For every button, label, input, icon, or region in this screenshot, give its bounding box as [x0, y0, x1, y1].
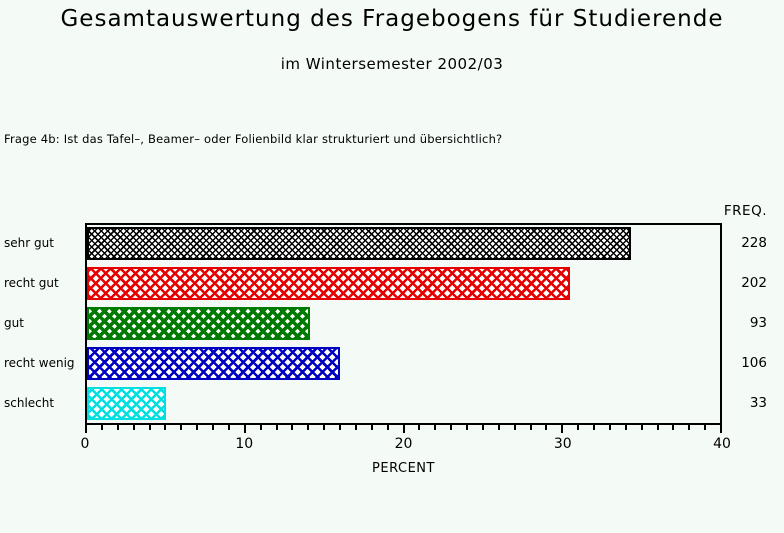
x-minor-tick-29 [545, 425, 548, 430]
x-minor-tick-16 [339, 425, 341, 430]
x-major-tick-40 [720, 425, 722, 433]
freq-value-gut: 93 [749, 315, 767, 331]
x-minor-tick-25 [481, 425, 484, 430]
plot-area-frame [85, 223, 722, 425]
x-major-tick-20 [402, 425, 405, 433]
bar-gut [87, 307, 310, 340]
category-label-gut: gut [4, 316, 24, 330]
x-minor-tick-37 [672, 425, 675, 430]
category-label-recht-wenig: recht wenig [4, 356, 75, 370]
x-minor-tick-14 [307, 425, 310, 430]
chart-subtitle: im Wintersemester 2002/03 [280, 55, 504, 73]
x-minor-tick-17 [354, 425, 357, 430]
chart-title: Gesamtauswertung des Fragebogens für Stu… [60, 6, 724, 32]
category-label-sehr-gut: sehr gut [4, 236, 54, 250]
x-minor-tick-22 [434, 425, 437, 430]
x-minor-tick-9 [227, 425, 230, 430]
x-minor-tick-28 [529, 425, 532, 430]
x-minor-tick-5 [164, 425, 167, 430]
x-tick-label-40: 40 [713, 436, 731, 452]
x-minor-tick-36 [656, 425, 659, 430]
x-minor-tick-8 [212, 425, 214, 430]
x-minor-tick-4 [148, 425, 151, 430]
x-major-tick-30 [561, 425, 564, 433]
x-minor-tick-35 [640, 425, 643, 430]
x-minor-tick-32 [593, 425, 595, 430]
x-minor-tick-34 [624, 425, 627, 430]
x-minor-tick-26 [497, 425, 500, 430]
x-major-tick-0 [85, 425, 87, 433]
x-tick-label-0: 0 [80, 436, 90, 452]
x-minor-tick-3 [132, 425, 135, 430]
x-tick-label-30: 30 [553, 436, 572, 452]
x-minor-tick-11 [259, 425, 262, 430]
freq-value-recht-wenig: 106 [741, 355, 767, 371]
x-minor-tick-33 [608, 425, 611, 430]
x-major-tick-10 [243, 425, 246, 433]
x-minor-tick-2 [116, 425, 119, 430]
bar-sehr-gut [87, 227, 631, 260]
x-minor-tick-19 [386, 425, 389, 430]
question-text: Frage 4b: Ist das Tafel–, Beamer– oder F… [4, 132, 503, 146]
x-minor-tick-23 [450, 425, 453, 430]
x-minor-tick-18 [370, 425, 373, 430]
x-minor-tick-27 [513, 425, 516, 430]
x-minor-tick-12 [275, 425, 278, 430]
x-minor-tick-1 [100, 425, 103, 430]
x-minor-tick-24 [466, 425, 468, 430]
x-tick-label-20: 20 [394, 436, 413, 452]
freq-value-sehr-gut: 228 [741, 235, 767, 251]
category-label-recht-gut: recht gut [4, 276, 59, 290]
bar-schlecht [87, 387, 166, 420]
x-minor-tick-38 [688, 425, 691, 430]
x-minor-tick-39 [704, 425, 707, 430]
x-minor-tick-7 [196, 425, 199, 430]
freq-value-recht-gut: 202 [741, 275, 767, 291]
x-tick-label-10: 10 [235, 436, 254, 452]
x-minor-tick-21 [418, 425, 421, 430]
x-minor-tick-13 [291, 425, 294, 430]
x-minor-tick-31 [577, 425, 580, 430]
freq-column-header: FREQ. [723, 203, 767, 219]
x-axis-title: PERCENT [372, 461, 435, 476]
bar-recht-wenig [87, 347, 340, 380]
x-minor-tick-6 [180, 425, 183, 430]
bar-recht-gut [87, 267, 570, 300]
category-label-schlecht: schlecht [4, 396, 55, 410]
x-minor-tick-15 [323, 425, 326, 430]
freq-value-schlecht: 33 [749, 395, 767, 411]
